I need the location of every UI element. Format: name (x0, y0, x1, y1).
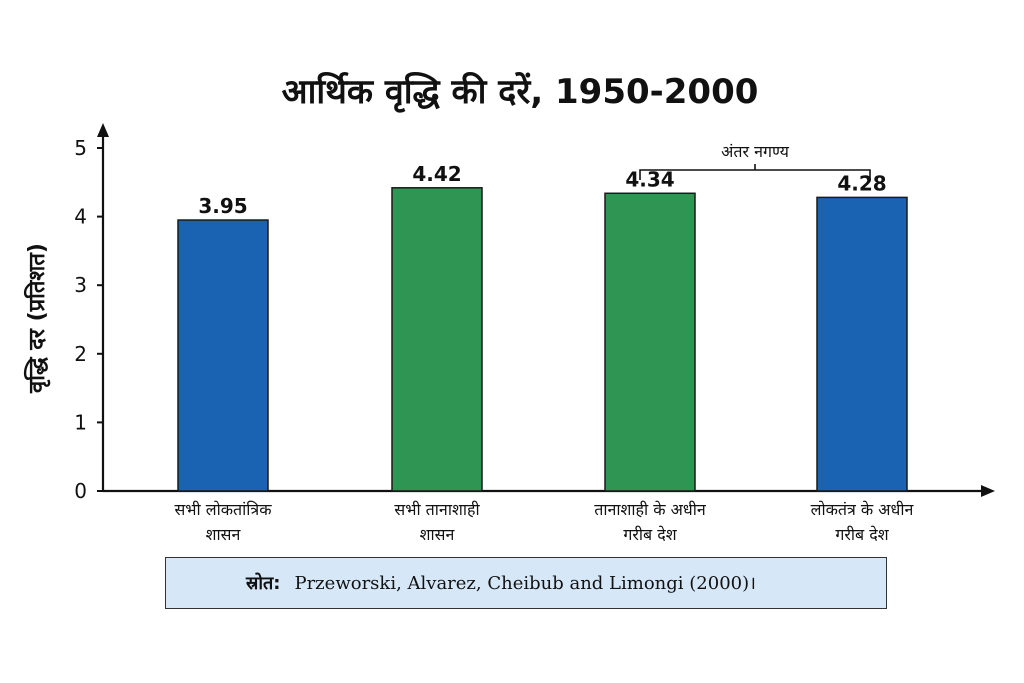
y-axis-arrow (97, 123, 109, 137)
x-category-label: गरीब देश (835, 525, 889, 544)
bar-value-label: 4.28 (837, 171, 886, 195)
bar-value-label: 4.34 (625, 167, 674, 191)
x-category-label: शासन (420, 525, 456, 544)
y-tick-label: 3 (74, 273, 87, 297)
annotation-group: अंतर नगण्य (639, 142, 871, 180)
x-category-label: लोकतंत्र के अधीन (811, 500, 915, 519)
annotation-label: अंतर नगण्य (721, 142, 789, 161)
bar (604, 192, 696, 492)
source-label: स्रोत: (246, 573, 281, 594)
annotation-bracket (639, 164, 871, 180)
x-category-label: शासन (206, 525, 242, 544)
y-tick-label: 2 (74, 342, 87, 366)
y-tick-label: 1 (74, 410, 87, 434)
y-axis-label: वृद्धि दर (प्रतिशत) (23, 243, 51, 394)
bar (177, 219, 269, 492)
x-category-label: तानाशाही के अधीन (594, 500, 707, 519)
bar-value-label: 4.42 (412, 162, 461, 186)
y-tick-label: 0 (74, 479, 87, 503)
bar (391, 187, 483, 492)
bar (816, 196, 908, 492)
chart-title: आर्थिक वृद्धि की दरें, 1950-2000 (282, 71, 759, 113)
bars-group: 3.95 सभी लोकतांत्रिक शासन 4.42 सभी तानाशाही श… (174, 162, 914, 544)
bar-chart: आर्थिक वृद्धि की दरें, 1950-2000 वृद्धि … (23, 71, 995, 544)
x-axis-arrow (981, 485, 995, 497)
x-category-label: सभी लोकतांत्रिक (174, 500, 272, 519)
x-category-label: गरीब देश (623, 525, 677, 544)
bar-value-label: 3.95 (198, 194, 247, 218)
y-tick-label: 4 (74, 205, 87, 229)
source-box: स्रोत: Przeworski, Alvarez, Cheibub and … (165, 557, 887, 609)
source-text: Przeworski, Alvarez, Cheibub and Limongi… (294, 573, 756, 594)
x-category-label: सभी तानाशाही (394, 500, 480, 519)
y-tick-label: 5 (74, 136, 87, 160)
